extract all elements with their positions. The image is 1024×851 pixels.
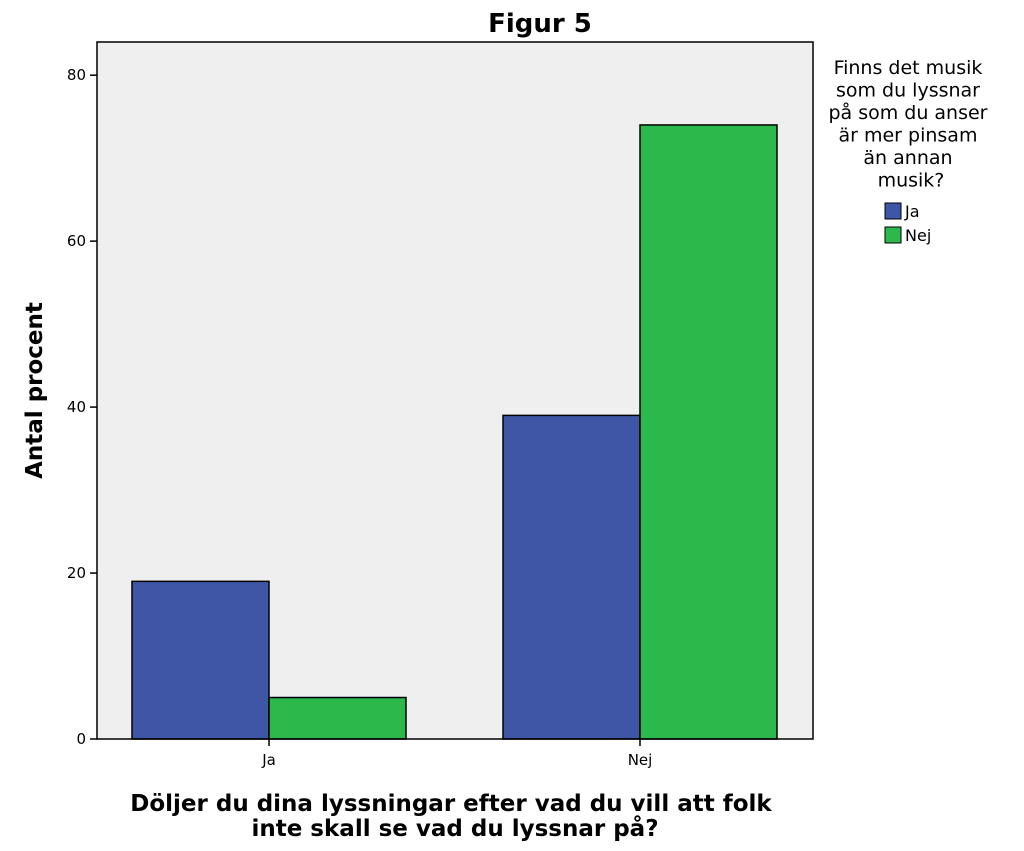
plot-frame — [96, 41, 814, 740]
legend: Finns det musik som du lyssnar på som du… — [828, 57, 993, 245]
bar-ja-ja — [131, 580, 270, 740]
legend-title-line-6: musik? — [878, 170, 945, 192]
bar-nej-ja — [502, 414, 641, 740]
legend-title-line-1: Finns det musik — [834, 57, 983, 79]
legend-label-nej: Nej — [905, 226, 931, 245]
y-axis: 0 20 40 60 80 — [67, 66, 97, 748]
legend-title-line-5: än annan — [863, 147, 952, 169]
legend-swatch-ja — [884, 202, 902, 220]
legend-title-line-4: är mer pinsam — [838, 125, 977, 147]
x-tick-label-ja: Ja — [261, 751, 276, 769]
legend-label-ja: Ja — [904, 202, 920, 221]
y-tick-label: 60 — [67, 232, 86, 250]
legend-title: Finns det musik som du lyssnar på som du… — [828, 57, 993, 192]
x-axis-label: Döljer du dina lyssningar efter vad du v… — [130, 791, 779, 842]
y-tick-label: 0 — [76, 730, 86, 748]
legend-swatch-nej — [884, 226, 902, 244]
x-axis-label-line-2: inte skall se vad du lyssnar på? — [251, 815, 658, 842]
chart-title: Figur 5 — [488, 9, 592, 39]
legend-title-line-2: som du lyssnar — [836, 80, 980, 102]
y-tick-label: 80 — [67, 66, 86, 84]
y-axis-label: Antal procent — [22, 302, 48, 479]
bar-nej-nej — [639, 124, 778, 740]
bar-ja-nej — [268, 696, 407, 740]
legend-title-line-3: på som du anser — [828, 101, 987, 124]
x-axis: Ja Nej — [261, 739, 652, 769]
x-axis-label-line-1: Döljer du dina lyssningar efter vad du v… — [130, 791, 772, 817]
y-tick-label: 20 — [67, 564, 86, 582]
bars-group — [131, 124, 778, 740]
y-tick-label: 40 — [67, 398, 86, 416]
x-tick-label-nej: Nej — [628, 751, 653, 769]
